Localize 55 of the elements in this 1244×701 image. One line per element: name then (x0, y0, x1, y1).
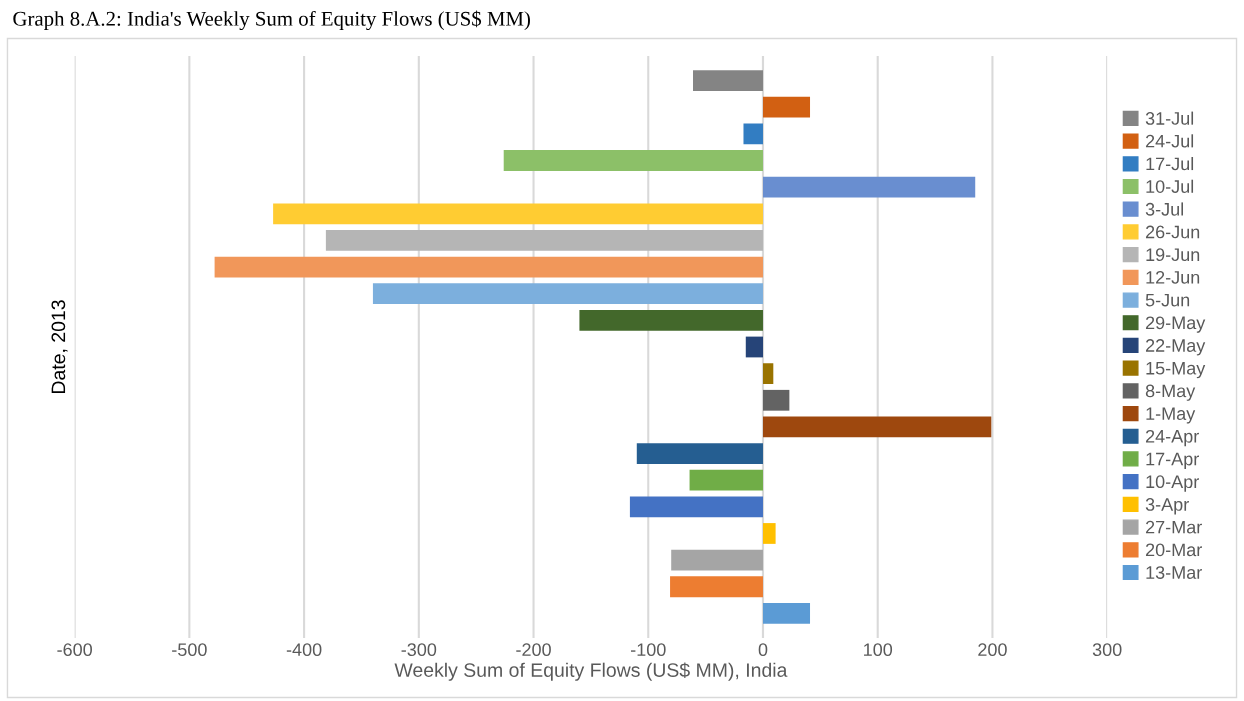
x-tick-label: -200 (516, 643, 551, 657)
bar (214, 256, 763, 278)
legend-label: 29-May (1145, 316, 1206, 333)
legend-label: 24-Jul (1145, 134, 1194, 148)
bar (325, 230, 763, 251)
bar (636, 443, 763, 464)
legend-label: 12-Jun (1146, 270, 1200, 284)
bar (762, 416, 992, 438)
legend-label: 1-May (1146, 407, 1196, 424)
legend-label: 26-Jun (1145, 225, 1200, 239)
bar (762, 176, 976, 198)
bar (670, 576, 763, 598)
x-axis-title: Weekly Sum of Equity Flows (US$ MM), India (394, 662, 788, 681)
chart-title: Graph 8.A.2: India's Weekly Sum of Equity Flows (US$ MM) (13, 10, 530, 31)
legend-label: 3-Apr (1145, 498, 1189, 515)
bar (762, 96, 811, 118)
legend-label: 22-May (1145, 339, 1206, 356)
x-tick-label: -500 (172, 643, 207, 657)
legend-label: 24-Apr (1145, 429, 1199, 447)
x-tick-label: -300 (401, 643, 437, 657)
legend-label: 17-Jul (1146, 156, 1194, 171)
bar (273, 203, 763, 225)
bar (762, 363, 774, 385)
bar (745, 336, 763, 358)
bar (579, 309, 763, 331)
bar (503, 150, 763, 171)
legend-label: 31-Jul (1145, 111, 1194, 125)
bar (762, 603, 811, 624)
legend-label: 8-May (1145, 384, 1196, 401)
legend-label: 5-Jun (1145, 293, 1190, 307)
legend-label: 15-May (1146, 362, 1206, 379)
legend-label: 19-Jun (1146, 248, 1200, 262)
x-tick-label: 0 (758, 643, 768, 657)
y-axis-title: Date, 2013 (51, 300, 68, 393)
bar (762, 523, 776, 544)
bar (629, 496, 763, 518)
legend-label: 3-Jul (1145, 202, 1183, 216)
bar (762, 389, 790, 411)
bar (743, 123, 763, 145)
bar (689, 469, 763, 491)
legend-label: 20-Mar (1145, 543, 1202, 557)
x-tick-label: -400 (286, 643, 322, 657)
x-tick-label: 300 (1092, 643, 1122, 657)
x-tick-label: 200 (978, 643, 1007, 657)
legend-label: 13-Mar (1146, 566, 1202, 579)
legend-label: 10-Apr (1146, 475, 1199, 492)
legend-label: 27-Mar (1145, 520, 1202, 534)
bar (671, 549, 763, 571)
x-tick-label: 100 (864, 643, 893, 657)
legend-label: 10-Jul (1146, 179, 1194, 193)
legend-label: 17-Apr (1146, 452, 1199, 469)
x-tick-label: -100 (631, 643, 666, 657)
bar (372, 283, 763, 305)
bar (693, 70, 763, 91)
x-tick-label: -600 (57, 643, 92, 657)
